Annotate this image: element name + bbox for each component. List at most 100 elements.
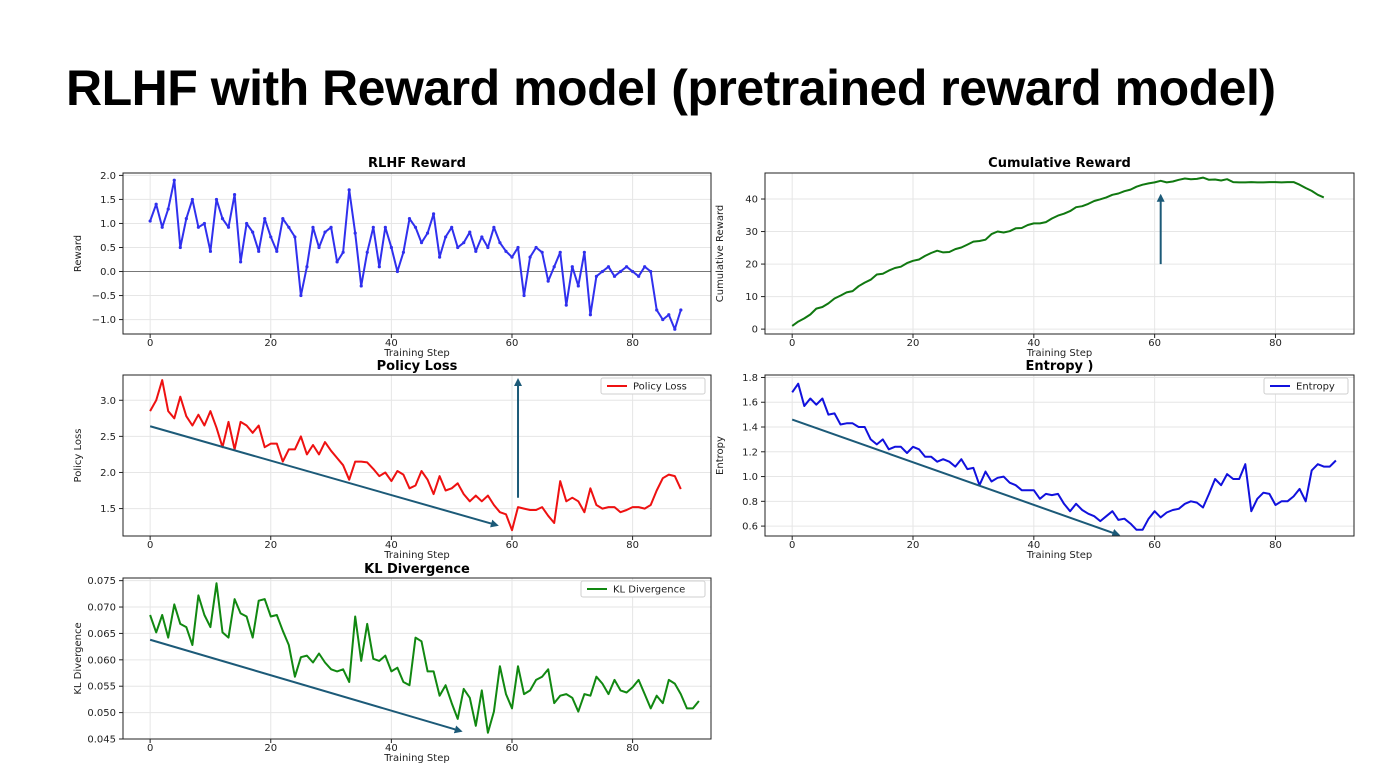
x-tick-label: 40 <box>1027 338 1040 349</box>
data-point <box>444 235 448 239</box>
data-point <box>299 293 303 298</box>
y-axis-label: Policy Loss <box>73 429 84 483</box>
data-point <box>606 265 611 269</box>
data-point <box>323 230 327 234</box>
data-point <box>649 269 653 274</box>
data-point <box>425 231 430 235</box>
data-point <box>667 313 671 317</box>
data-point <box>510 255 514 259</box>
chart-entropy: 0 20 40 60 80 0.6 0.8 1.0 1.2 1.4 1.6 1.8 Entropy ) T… <box>715 359 1355 561</box>
trend-arrow <box>149 425 499 528</box>
y-axis-label: KL Divergence <box>73 622 84 694</box>
data-point <box>263 217 267 221</box>
legend-label: Entropy <box>1296 382 1335 393</box>
x-axis-label: Training Step <box>1026 348 1092 359</box>
data-point <box>576 284 580 288</box>
data-point <box>419 241 424 245</box>
y-axis-label: Reward <box>73 235 84 272</box>
data-point <box>383 225 387 229</box>
x-tick-label: 60 <box>506 743 519 754</box>
data-point <box>359 284 363 288</box>
data-point <box>160 225 164 229</box>
data-point <box>612 274 617 278</box>
data-point <box>287 225 291 229</box>
y-tick-label: 0.055 <box>87 682 116 693</box>
data-point <box>594 274 599 278</box>
data-point <box>673 327 677 331</box>
y-tick-label: 0.0 <box>100 267 116 278</box>
data-point <box>305 265 309 269</box>
data-point <box>456 245 460 250</box>
chart-title: Cumulative Reward <box>988 156 1131 171</box>
data-point <box>275 249 279 253</box>
legend-box <box>600 377 706 395</box>
data-point <box>281 217 285 221</box>
data-point <box>413 225 418 229</box>
y-tick-label: 0.045 <box>87 735 116 746</box>
chart-cumulative: 0 20 40 60 80 0 10 20 30 40 Cumulative Reward Train… <box>715 156 1355 359</box>
plot-frame <box>764 374 1355 537</box>
y-tick-label: 40 <box>745 195 758 206</box>
x-tick-label: 20 <box>907 338 920 349</box>
data-point <box>431 212 436 216</box>
x-tick-label: 20 <box>264 338 277 349</box>
data-point <box>154 202 158 206</box>
x-tick-label: 60 <box>506 338 519 349</box>
data-point <box>498 241 502 245</box>
y-tick-label: 0.070 <box>87 603 116 614</box>
data-point <box>438 255 442 259</box>
x-tick-label: 80 <box>1269 338 1282 349</box>
y-tick-label: 10 <box>745 292 758 303</box>
x-tick-label: 80 <box>626 743 639 754</box>
data-point <box>347 188 351 192</box>
y-tick-label: 1.0 <box>100 219 116 230</box>
data-point <box>172 178 176 182</box>
series-line <box>149 582 700 734</box>
x-tick-label: 40 <box>385 540 398 551</box>
y-tick-label: 2.5 <box>100 432 116 443</box>
data-point <box>570 265 574 269</box>
y-tick-label: 20 <box>745 260 758 271</box>
x-tick-label: 80 <box>1269 540 1282 551</box>
y-tick-label: 0.5 <box>100 243 116 254</box>
x-axis-label: Training Step <box>1026 550 1092 561</box>
y-tick-label: 3.0 <box>100 396 116 407</box>
plot-frame <box>764 172 1355 335</box>
y-tick-label: 1.4 <box>742 423 758 434</box>
slide-title: RLHF with Reward model (pretrained rewar… <box>66 60 1276 116</box>
x-axis-label: Training Step <box>383 753 449 764</box>
x-tick-label: 20 <box>264 743 277 754</box>
data-point <box>552 265 556 269</box>
data-point <box>401 250 406 254</box>
y-tick-label: 1.5 <box>100 195 116 206</box>
x-tick-label: 80 <box>626 338 639 349</box>
data-point <box>643 265 647 269</box>
data-point <box>564 303 568 307</box>
y-tick-label: 2.0 <box>100 171 116 182</box>
trend-arrow <box>149 638 463 734</box>
chart-title: KL Divergence <box>364 562 470 577</box>
data-point <box>528 255 532 259</box>
y-tick-label: 1.6 <box>742 398 758 409</box>
series-line <box>791 176 1325 327</box>
data-point <box>365 250 369 254</box>
data-point <box>232 193 237 197</box>
y-tick-label: 1.0 <box>742 472 758 483</box>
data-point <box>637 274 641 278</box>
legend-label: Policy Loss <box>633 382 687 393</box>
x-tick-label: 60 <box>506 540 519 551</box>
data-point <box>196 225 200 229</box>
data-point <box>588 313 592 317</box>
data-point <box>450 225 454 229</box>
data-point <box>293 235 297 239</box>
data-point <box>522 293 526 298</box>
y-tick-label: 1.2 <box>742 447 758 458</box>
data-point <box>407 217 412 221</box>
data-point <box>214 197 219 202</box>
data-point <box>245 221 249 226</box>
trend-arrow <box>791 418 1121 537</box>
data-point <box>190 197 194 202</box>
y-tick-label: 0.060 <box>87 655 116 666</box>
data-point <box>226 225 231 229</box>
